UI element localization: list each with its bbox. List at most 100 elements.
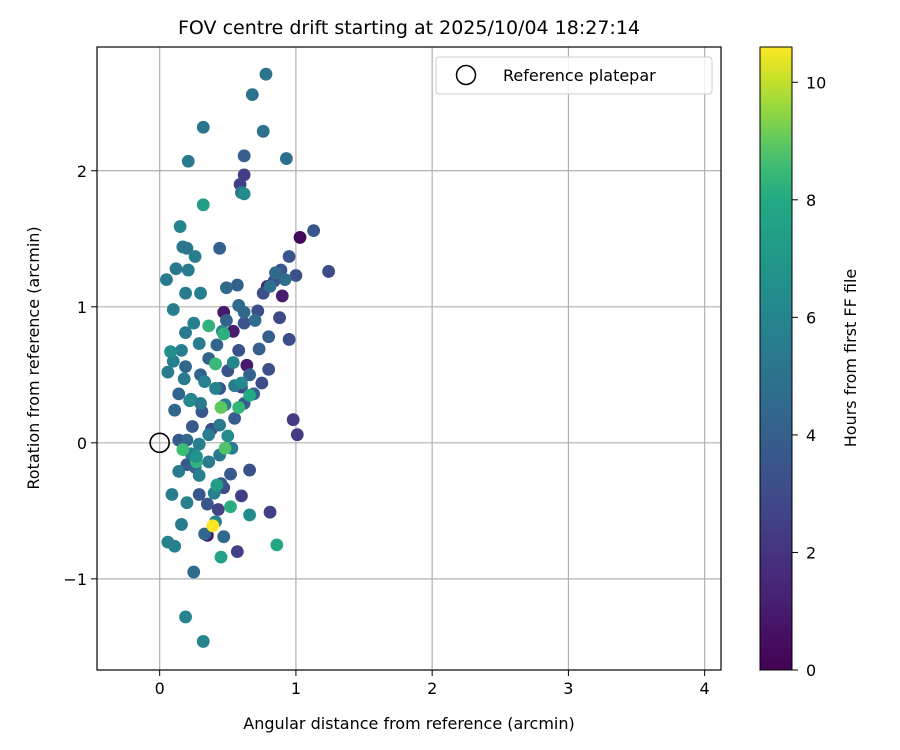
colorbar-gradient [759,46,793,671]
data-point [202,455,216,469]
data-point [194,396,207,410]
chart-title: FOV centre drift starting at 2025/10/04 … [178,17,640,39]
data-point [322,265,336,278]
data-point [228,411,242,425]
data-point [290,428,304,442]
data-point [165,488,179,501]
data-point [237,316,251,330]
data-point [282,333,296,346]
data-point [243,368,256,382]
data-point [175,343,188,357]
data-point [237,149,251,163]
colorbar-ticks: 0 2 4 6 8 10 [792,73,826,680]
data-point [237,168,251,182]
data-point [226,356,240,369]
data-point [221,429,235,443]
data-point [210,338,224,352]
legend: Reference platepar [435,56,713,95]
data-point [196,198,210,212]
data-point [237,187,251,201]
colorbar-tick-label: 8 [806,191,816,210]
y-tick-label: −1 [63,570,87,589]
data-point [176,443,190,457]
data-point [263,505,277,519]
colorbar-label: Hours from first FF file [841,269,860,448]
data-point [202,428,216,442]
data-point [245,88,259,102]
x-tick-label: 3 [563,679,573,698]
data-point [198,527,212,541]
data-point [286,413,300,427]
data-point [188,250,202,263]
data-point [243,388,256,402]
data-point [273,311,286,325]
data-point [230,545,244,559]
data-point [172,465,186,478]
data-point [220,281,233,295]
data-point [192,337,206,350]
data-point [179,286,192,300]
x-axis-ticks: 0 1 2 3 4 [155,670,710,698]
data-point [181,154,195,168]
data-point [217,530,231,544]
data-point [259,67,273,81]
data-point [185,420,199,433]
y-tick-label: 0 [77,434,87,453]
y-axis-ticks: −1 0 1 2 [63,162,97,589]
data-point [161,365,175,379]
data-point [217,327,231,341]
data-point [180,241,194,255]
data-point [235,489,248,503]
y-tick-label: 2 [77,162,87,181]
data-point [279,152,293,165]
data-point [269,266,282,280]
data-point [181,263,195,277]
data-point [213,418,227,432]
data-point [232,343,246,357]
data-point [237,305,251,319]
x-tick-label: 4 [700,679,710,698]
x-tick-label: 0 [155,679,165,698]
data-point [160,273,173,287]
y-tick-label: 1 [77,298,87,317]
data-point [173,220,187,233]
data-point [213,241,227,255]
data-point [192,488,206,501]
colorbar-tick-label: 4 [806,426,816,445]
x-tick-label: 1 [291,679,301,698]
data-point [172,387,186,401]
data-point [187,565,201,579]
data-point [192,437,206,451]
data-point [209,357,222,371]
data-point [206,519,220,533]
data-point [230,278,244,292]
x-axis-label: Angular distance from reference (arcmin) [243,714,574,733]
data-point [235,376,248,390]
data-point [196,120,210,134]
y-axis-label: Rotation from reference (arcmin) [24,226,43,489]
colorbar: 0 2 4 6 8 10 Hours from first FF file [759,46,860,680]
legend-box [435,56,713,95]
data-point [210,478,224,492]
data-point [200,497,214,511]
data-point [179,326,192,340]
colorbar-tick-label: 0 [806,661,816,680]
data-point [289,269,303,282]
colorbar-tick-label: 6 [806,308,816,327]
data-point [243,463,256,477]
data-point [243,508,256,522]
data-point [262,362,276,376]
reference-marker-layer [149,432,170,454]
data-point [190,450,203,463]
data-point [168,539,182,553]
data-point [169,262,183,276]
data-point [179,360,192,374]
data-point [166,303,180,316]
data-point [198,375,212,389]
data-point [275,289,289,303]
data-point [196,635,210,648]
data-point [220,314,233,327]
data-point [282,250,296,263]
data-point [168,403,182,417]
